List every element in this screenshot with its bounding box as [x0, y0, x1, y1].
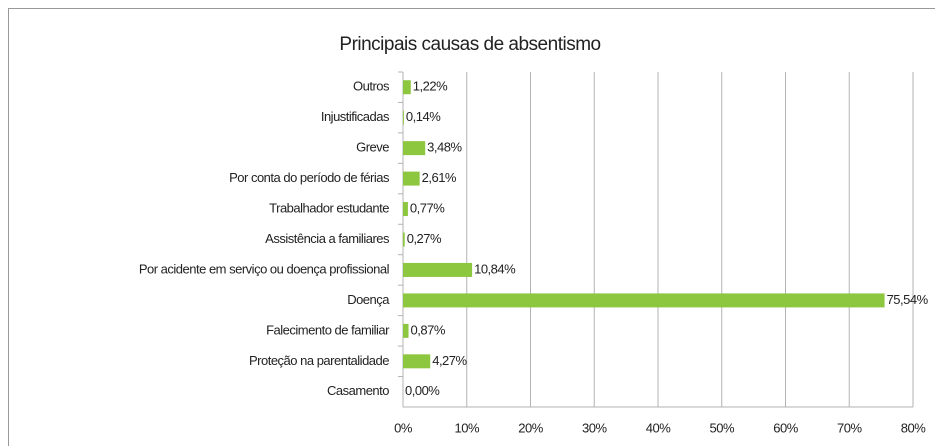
value-label: 2,61%	[422, 170, 457, 185]
value-label: 0,00%	[405, 383, 440, 398]
x-tick-label: 60%	[773, 420, 798, 435]
value-label: 3,48%	[427, 140, 462, 155]
x-tick-label: 70%	[837, 420, 862, 435]
bar	[403, 202, 408, 217]
y-tick-label: Injustificadas	[321, 109, 390, 124]
bar	[403, 141, 426, 156]
y-tick-label: Greve	[356, 140, 389, 155]
y-tick-label: Falecimento de familiar	[266, 322, 390, 337]
bar	[403, 80, 411, 95]
y-tick-label: Assistência a familiares	[265, 231, 390, 246]
x-tick-label: 50%	[709, 420, 734, 435]
bar	[403, 262, 473, 277]
value-label: 0,87%	[411, 322, 446, 337]
y-tick-label: Trabalhador estudante	[269, 200, 389, 215]
bar	[403, 323, 409, 338]
x-tick-label: 40%	[646, 420, 671, 435]
bar	[403, 232, 405, 247]
x-tick-label: 80%	[901, 420, 926, 435]
chart-frame	[8, 8, 935, 446]
bar	[403, 110, 404, 125]
y-tick-label: Por conta do período de férias	[229, 170, 390, 185]
x-tick-label: 10%	[454, 420, 479, 435]
value-label: 4,27%	[432, 353, 467, 368]
y-tick-label: Outros	[353, 79, 390, 94]
value-label: 0,77%	[410, 200, 445, 215]
value-label: 0,14%	[406, 109, 441, 124]
value-label: 10,84%	[474, 261, 516, 276]
x-tick-label: 0%	[394, 420, 413, 435]
value-label: 0,27%	[407, 231, 442, 246]
bar	[403, 171, 420, 186]
value-label: 1,22%	[413, 79, 448, 94]
y-tick-label: Proteção na parentalidade	[249, 353, 389, 368]
y-tick-label: Casamento	[327, 383, 389, 398]
bar	[403, 293, 885, 308]
y-tick-label: Por acidente em serviço ou doença profis…	[139, 261, 390, 276]
x-tick-label: 30%	[582, 420, 607, 435]
chart-title: Principais causas de absentismo	[339, 34, 600, 55]
bar	[403, 354, 431, 369]
y-tick-label: Doença	[347, 292, 390, 307]
x-tick-label: 20%	[518, 420, 543, 435]
value-label: 75,54%	[887, 292, 929, 307]
